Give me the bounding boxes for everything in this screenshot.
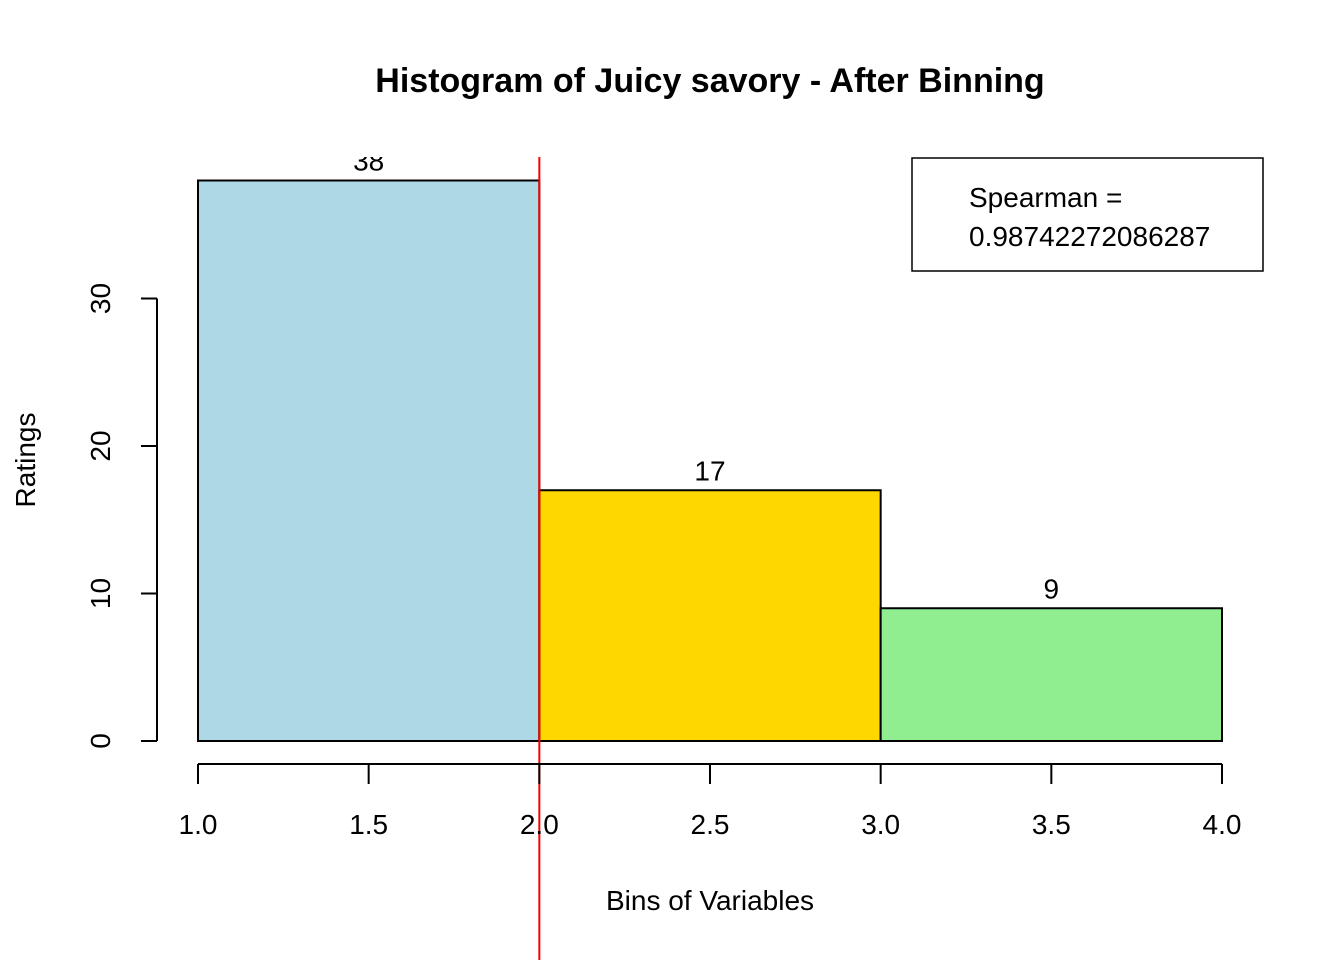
y-tick-label-0: 0 (85, 733, 116, 749)
legend-line-1: Spearman = (969, 182, 1122, 213)
x-tick-label-1-5: 1.5 (349, 809, 388, 840)
y-axis-label: Ratings (10, 413, 41, 508)
y-tick-label-10: 10 (85, 578, 116, 609)
chart-title: Histogram of Juicy savory - After Binnin… (375, 62, 1044, 100)
y-tick-label-20: 20 (85, 430, 116, 461)
x-tick-label-3: 3.0 (861, 809, 900, 840)
bar-value-label-1: 38 (353, 146, 384, 177)
x-tick-label-4: 4.0 (1203, 809, 1242, 840)
y-tick-label-30: 30 (85, 283, 116, 314)
histogram-bar-2 (538, 489, 882, 742)
x-tick-label-1: 1.0 (179, 809, 218, 840)
bar-value-label-2: 17 (694, 455, 725, 486)
x-tick-label-2: 2.0 (520, 809, 559, 840)
legend-line-2: 0.98742272086287 (969, 221, 1210, 252)
x-axis-label: Bins of Variables (606, 885, 814, 916)
legend: Spearman = 0.98742272086287 (911, 157, 1264, 272)
bars-layer: 38 17 9 (197, 146, 1224, 742)
legend-box (911, 157, 1264, 272)
x-tick-label-3-5: 3.5 (1032, 809, 1071, 840)
x-tick-label-2-5: 2.5 (691, 809, 730, 840)
histogram-bar-1 (197, 179, 541, 742)
bar-value-label-3: 9 (1044, 573, 1060, 604)
x-axis: 1.0 1.5 2.0 2.5 3.0 3.5 4.0 (179, 763, 1242, 840)
y-axis: 0 10 20 30 (85, 283, 158, 749)
histogram-bar-3 (879, 607, 1224, 742)
